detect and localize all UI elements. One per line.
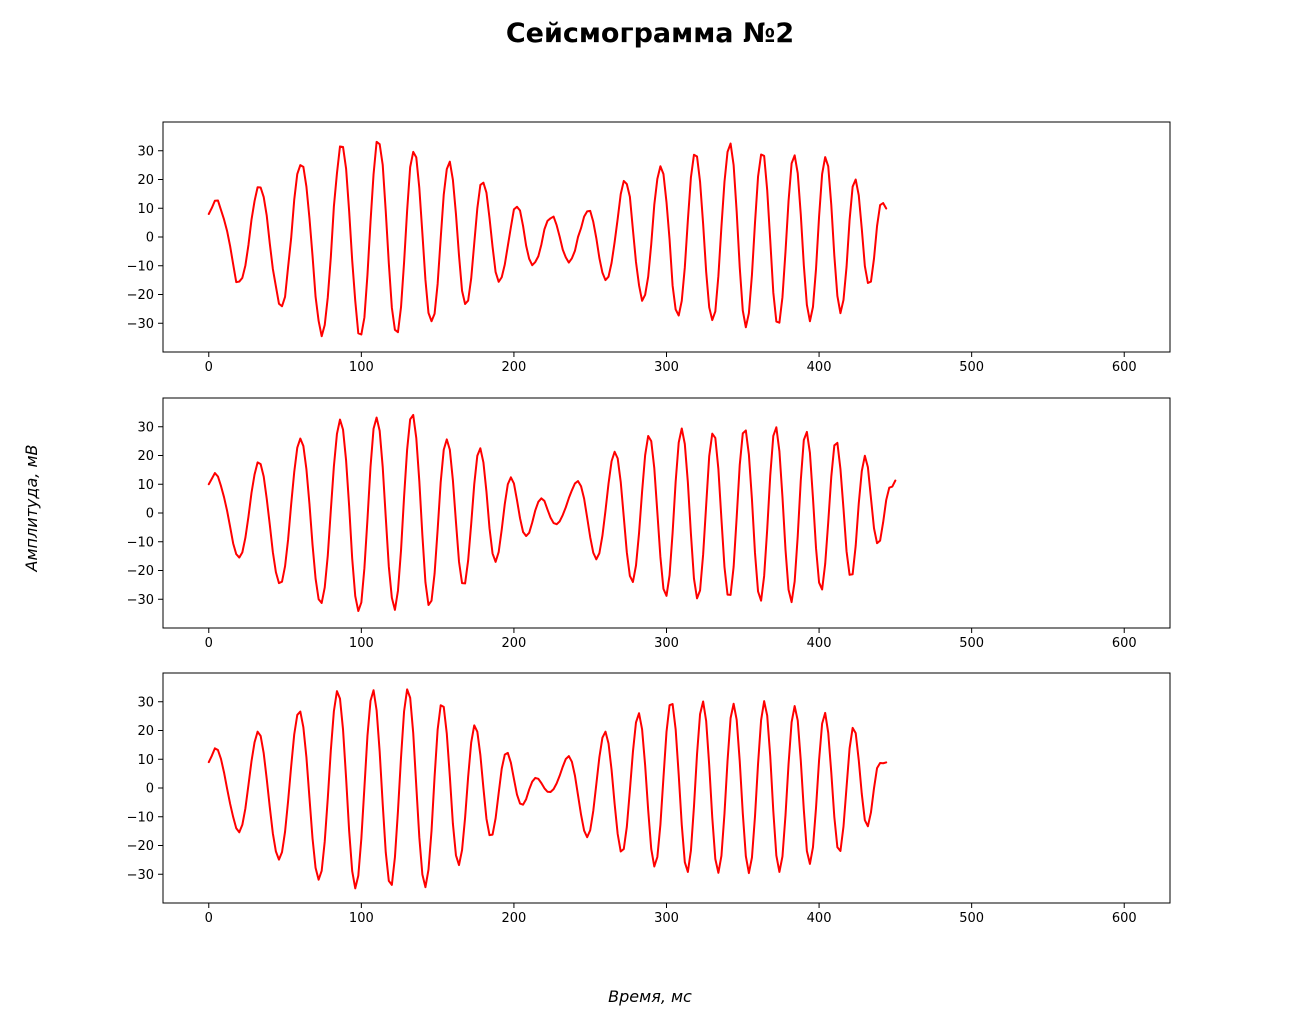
x-tick-label-1-300: 300	[654, 360, 679, 375]
y-tick-label-1-30: 30	[137, 144, 154, 159]
y-tick-label-1-0: 0	[146, 231, 154, 246]
y-tick-label-3-10: 10	[137, 753, 154, 768]
x-tick-label-2-500: 500	[959, 636, 984, 651]
x-tick-label-3-200: 200	[502, 911, 527, 926]
seismic-trace-1	[207, 140, 888, 338]
x-tick-label-3-0: 0	[205, 911, 213, 926]
x-tick-label-3-400: 400	[807, 911, 832, 926]
seismic-trace-2	[207, 413, 897, 613]
chart-title: Сейсмограмма №2	[506, 18, 794, 49]
y-tick-label-1--10: −10	[127, 259, 154, 274]
y-axis-label: Амплитуда, мВ	[22, 445, 41, 573]
x-tick-label-2-100: 100	[349, 636, 374, 651]
x-tick-label-1-500: 500	[959, 360, 984, 375]
x-tick-label-1-200: 200	[502, 360, 527, 375]
y-tick-label-1-20: 20	[137, 173, 154, 188]
y-tick-label-1-10: 10	[137, 202, 154, 217]
x-tick-label-2-200: 200	[502, 636, 527, 651]
y-tick-label-2-0: 0	[146, 507, 154, 522]
subplot-2: 0 100 200 300 400 500 600 −30 −20 −10 0 10 20 30	[127, 397, 1171, 651]
y-tick-label-3-20: 20	[137, 724, 154, 739]
y-tick-label-1--30: −30	[127, 317, 154, 332]
y-tick-label-2-20: 20	[137, 449, 154, 464]
x-tick-label-3-100: 100	[349, 911, 374, 926]
x-axis-label: Время, мс	[608, 987, 692, 1006]
y-tick-label-3--10: −10	[127, 810, 154, 825]
x-tick-label-1-0: 0	[205, 360, 213, 375]
y-tick-label-2-30: 30	[137, 420, 154, 435]
y-tick-label-2--10: −10	[127, 535, 154, 550]
y-tick-label-3-30: 30	[137, 695, 154, 710]
x-tick-label-2-300: 300	[654, 636, 679, 651]
y-tick-label-3--20: −20	[127, 839, 154, 854]
seismic-trace-3	[207, 688, 888, 890]
x-tick-label-2-400: 400	[807, 636, 832, 651]
y-tick-label-1--20: −20	[127, 288, 154, 303]
y-tick-label-2--20: −20	[127, 564, 154, 579]
subplot-1: 0 100 200 300 400 500 600 −30 −20 −10 0 10 20 30	[127, 121, 1171, 375]
y-tick-label-3--30: −30	[127, 868, 154, 883]
x-tick-label-1-100: 100	[349, 360, 374, 375]
x-tick-label-2-0: 0	[205, 636, 213, 651]
x-tick-label-3-500: 500	[959, 911, 984, 926]
subplot-3: 0 100 200 300 400 500 600 −30 −20 −10 0 10 20 30	[127, 672, 1171, 926]
x-tick-label-1-600: 600	[1112, 360, 1137, 375]
x-tick-label-1-400: 400	[807, 360, 832, 375]
y-tick-label-2--30: −30	[127, 593, 154, 608]
x-tick-label-2-600: 600	[1112, 636, 1137, 651]
y-tick-label-2-10: 10	[137, 478, 154, 493]
y-tick-label-3-0: 0	[146, 782, 154, 797]
x-tick-label-3-600: 600	[1112, 911, 1137, 926]
x-tick-label-3-300: 300	[654, 911, 679, 926]
